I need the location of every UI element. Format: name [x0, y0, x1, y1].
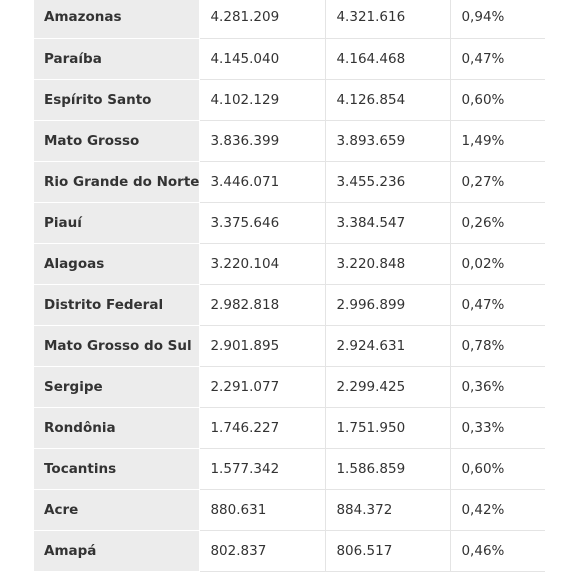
population-value: 4.321.616: [325, 0, 452, 39]
state-name: Sergipe: [34, 366, 201, 408]
growth-rate: 1,49%: [450, 120, 545, 162]
state-name: Tocantins: [34, 448, 201, 490]
table-row: Distrito Federal 2.982.818 2.996.899 0,47%: [34, 284, 545, 326]
state-name: Rio Grande do Norte: [34, 161, 201, 203]
table-row: Tocantins 1.577.342 1.586.859 0,60%: [34, 448, 545, 490]
population-value: 3.384.547: [325, 202, 452, 244]
state-name: Paraíba: [34, 38, 201, 80]
state-name: Acre: [34, 489, 201, 531]
population-value: 4.164.468: [325, 38, 452, 80]
state-name: Amapá: [34, 530, 201, 572]
growth-rate: 0,26%: [450, 202, 545, 244]
growth-rate: 0,02%: [450, 243, 545, 285]
growth-rate: 0,94%: [450, 0, 545, 39]
growth-rate: 0,27%: [450, 161, 545, 203]
population-value: 806.517: [325, 530, 452, 572]
table-row: Mato Grosso 3.836.399 3.893.659 1,49%: [34, 120, 545, 162]
table-row: Acre 880.631 884.372 0,42%: [34, 489, 545, 531]
growth-rate: 0,42%: [450, 489, 545, 531]
population-table: Amazonas 4.281.209 4.321.616 0,94% Paraíba 4.…: [34, 0, 545, 572]
population-value: 4.126.854: [325, 79, 452, 121]
state-name: Piauí: [34, 202, 201, 244]
table-row: Sergipe 2.291.077 2.299.425 0,36%: [34, 366, 545, 408]
population-value: 2.924.631: [325, 325, 452, 367]
population-value: 3.220.104: [199, 243, 327, 285]
population-value: 3.446.071: [199, 161, 327, 203]
population-value: 1.577.342: [199, 448, 327, 490]
population-value: 2.996.899: [325, 284, 452, 326]
population-value: 3.455.236: [325, 161, 452, 203]
state-name: Distrito Federal: [34, 284, 201, 326]
growth-rate: 0,47%: [450, 38, 545, 80]
table-row: Rondônia 1.746.227 1.751.950 0,33%: [34, 407, 545, 449]
population-value: 4.145.040: [199, 38, 327, 80]
state-name: Espírito Santo: [34, 79, 201, 121]
table-row: Alagoas 3.220.104 3.220.848 0,02%: [34, 243, 545, 285]
population-value: 1.746.227: [199, 407, 327, 449]
state-name: Mato Grosso do Sul: [34, 325, 201, 367]
state-name: Mato Grosso: [34, 120, 201, 162]
table-row: Espírito Santo 4.102.129 4.126.854 0,60%: [34, 79, 545, 121]
population-value: 4.102.129: [199, 79, 327, 121]
population-value: 884.372: [325, 489, 452, 531]
population-value: 2.299.425: [325, 366, 452, 408]
growth-rate: 0,36%: [450, 366, 545, 408]
population-value: 3.375.646: [199, 202, 327, 244]
growth-rate: 0,60%: [450, 79, 545, 121]
population-value: 880.631: [199, 489, 327, 531]
state-name: Alagoas: [34, 243, 201, 285]
growth-rate: 0,60%: [450, 448, 545, 490]
state-name: Rondônia: [34, 407, 201, 449]
population-value: 4.281.209: [199, 0, 327, 39]
population-value: 2.901.895: [199, 325, 327, 367]
state-name: Amazonas: [34, 0, 201, 39]
table-row: Rio Grande do Norte 3.446.071 3.455.236 0,2…: [34, 161, 545, 203]
growth-rate: 0,47%: [450, 284, 545, 326]
population-value: 802.837: [199, 530, 327, 572]
population-value: 3.836.399: [199, 120, 327, 162]
growth-rate: 0,33%: [450, 407, 545, 449]
population-value: 2.291.077: [199, 366, 327, 408]
table-row: Paraíba 4.145.040 4.164.468 0,47%: [34, 38, 545, 80]
population-value: 1.586.859: [325, 448, 452, 490]
growth-rate: 0,78%: [450, 325, 545, 367]
population-value: 3.220.848: [325, 243, 452, 285]
population-value: 2.982.818: [199, 284, 327, 326]
population-value: 1.751.950: [325, 407, 452, 449]
table-row: Piauí 3.375.646 3.384.547 0,26%: [34, 202, 545, 244]
table-row: Mato Grosso do Sul 2.901.895 2.924.631 0,78…: [34, 325, 545, 367]
table-row: Amapá 802.837 806.517 0,46%: [34, 530, 545, 572]
growth-rate: 0,46%: [450, 530, 545, 572]
table-row: Amazonas 4.281.209 4.321.616 0,94%: [34, 0, 545, 39]
population-value: 3.893.659: [325, 120, 452, 162]
